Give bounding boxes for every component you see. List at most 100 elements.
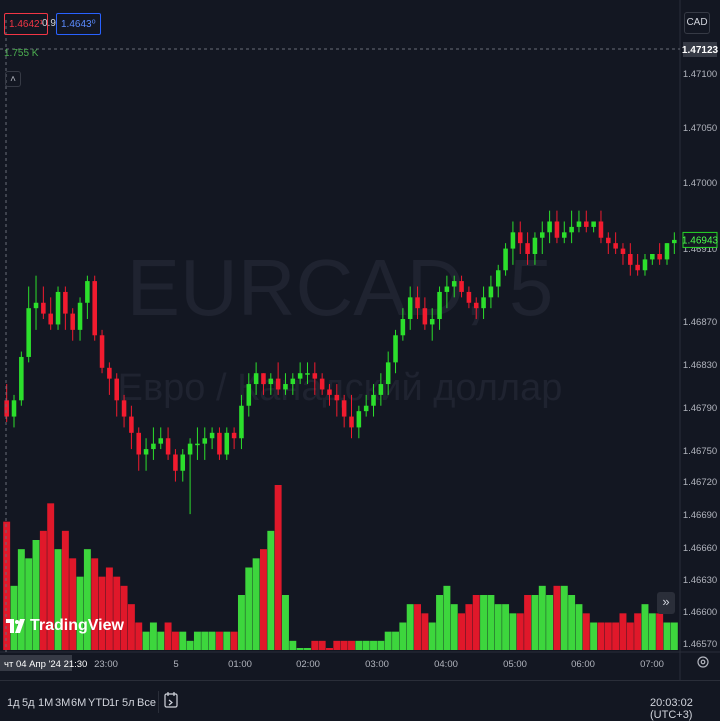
candle-body [459,281,464,292]
toolbar-divider [158,691,159,713]
candle-body [547,221,552,233]
candle-body [620,248,626,254]
scroll-to-realtime-button[interactable]: » [657,592,675,614]
volume-bar [509,613,517,650]
volume-bar [494,604,502,650]
collapse-legend-button[interactable]: ˄ [5,71,21,87]
volume-bar [370,640,377,650]
candle-body [451,281,457,287]
range-ytd[interactable]: YTD [88,697,110,709]
current-price-label: 1.46943 [682,231,719,248]
candles [4,210,677,515]
range-5y[interactable]: 5л [122,697,135,709]
clock[interactable]: 20:03:02 (UTC+3) [650,697,693,721]
candle-body [224,432,230,455]
candle-body [275,378,281,390]
ask-price-button[interactable]: 1.4643⁰ [56,13,101,35]
candle-body [488,286,494,298]
volume-bar [296,648,304,650]
volume-bar [267,530,275,650]
volume-bar [179,631,187,650]
range-3m[interactable]: 3М [55,697,71,709]
volume-bar [245,567,253,650]
bid-price-button[interactable]: 1.4642¹ [4,13,48,35]
time-axis-label: 01:00 [228,659,252,670]
currency-button[interactable]: CAD [684,12,710,34]
volume-bar [127,604,135,650]
volume-bar [348,640,355,650]
volume-bar [641,604,649,650]
time-axis-settings-icon[interactable] [697,656,709,668]
price-axis-label: 1.46910 [683,244,717,255]
volume-bar [32,540,40,650]
volume-bar [421,613,429,650]
price-axis[interactable]: 1.47100 1.47050 1.47000 1.46910 1.46870 1.468… [683,69,717,650]
candle-body [349,416,354,428]
candle-body [48,313,53,325]
candle-body [437,291,442,320]
volume-bar [326,648,333,650]
range-5d[interactable]: 5д [22,697,35,709]
chart-background [0,0,720,680]
time-axis[interactable]: 23:00 5 01:00 02:00 03:00 04:00 05:00 06:00 07:0… [94,659,664,670]
crosshair-price-label: 1.47123 [682,42,719,57]
candle-body [55,291,61,325]
price-axis-label: 1.46870 [683,317,717,328]
volume-bars [3,485,678,650]
volume-bar [3,521,11,650]
volume-bar [142,631,150,650]
candle-body [554,221,560,238]
candle-body [628,253,633,265]
volume-bar [648,613,656,650]
volume-bar [304,648,311,650]
volume-bar [414,604,422,650]
range-1m[interactable]: 1М [38,697,54,709]
candle-body [517,232,523,244]
candle-body [473,302,479,309]
candle-body [11,400,17,417]
time-axis-label: 04:00 [434,659,458,670]
candle-body [319,378,325,390]
volume-bar [487,595,495,650]
volume-bar [83,549,91,650]
volume-bar [472,595,480,650]
candle-body [635,264,640,271]
volume-bar [502,604,510,650]
volume-bar [61,530,69,650]
candle-body [606,237,611,244]
volume-bar [186,640,194,650]
candle-body [246,384,252,406]
go-to-date-icon[interactable] [164,691,178,709]
candle-body [297,373,303,379]
range-all[interactable]: Все [137,697,156,709]
range-1d[interactable]: 1д [7,697,20,709]
candle-body [195,443,200,446]
candle-body [334,394,340,401]
candle-body [253,373,259,385]
candle-body [19,356,24,401]
candle-body [70,313,75,330]
tradingview-logo[interactable]: TradingView [6,617,124,635]
candle-body [33,302,39,309]
candle-body [26,308,31,357]
volume-bar [597,622,605,650]
candle-body [239,405,244,439]
time-axis-label: 07:00 [640,659,664,670]
watermark-description: Евро / Канадский доллар [118,367,563,409]
time-axis-label: 06:00 [571,659,595,670]
candle-body [143,449,149,455]
candle-body [532,237,538,254]
candle-body [173,454,178,471]
range-1y[interactable]: 1г [109,697,120,709]
range-6m[interactable]: 6М [71,697,87,709]
volume-bar [458,613,466,650]
volume-bar [553,585,561,650]
price-chart[interactable]: EURCAD, 5 Евро / Канадский доллар 1.4710… [0,0,720,680]
candle-body [664,243,670,260]
candle-body [99,335,105,368]
candle-body [576,221,582,227]
volume-bar [663,622,671,650]
candle-body [422,308,428,325]
price-axis-label: 1.47050 [683,123,717,134]
volume-bar [105,567,113,650]
